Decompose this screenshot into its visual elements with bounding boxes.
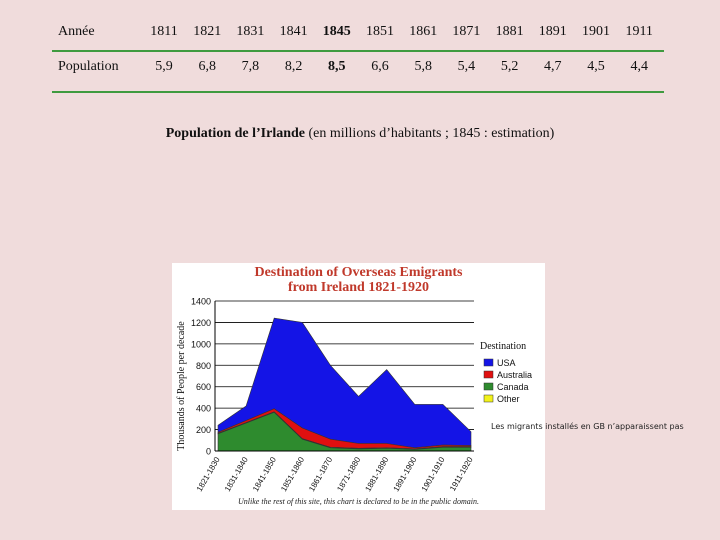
legend-label-usa: USA: [497, 358, 516, 368]
legend-swatch-australia: [483, 370, 494, 379]
population-cell: 8,2: [284, 59, 303, 74]
year-row: Année 1811 1821 1831 1841 1845 1851 1861 1871 18…: [52, 24, 664, 46]
table-rule-top: [52, 50, 664, 52]
x-tick-label: 1861-1870: [307, 455, 334, 493]
year-cell: 1861: [409, 24, 438, 39]
population-cell: 4,4: [630, 59, 648, 74]
population-cell: 4,5: [587, 59, 605, 74]
legend-label-other: Other: [497, 394, 520, 404]
legend-label-australia: Australia: [497, 370, 532, 380]
year-cell: 1811: [150, 24, 178, 39]
y-tick-label: 0: [206, 447, 211, 457]
y-tick-label: 1000: [191, 339, 211, 349]
chart-subtitle: from Ireland 1821-1920: [287, 280, 430, 295]
migrants-note: Les migrants installés en GB n’apparaiss…: [491, 422, 684, 431]
x-tick-label: 1831-1840: [223, 455, 250, 493]
y-axis-label: Thousands of People per decade: [176, 321, 187, 451]
x-tick-label: 1851-1860: [279, 455, 306, 493]
emigration-chart: 0 200 400 600 800 1000 1200 1400 1821-1830 1831-1…: [172, 263, 545, 510]
year-header: Année: [58, 24, 95, 39]
y-tick-label: 1200: [191, 318, 211, 328]
chart-svg: 0 200 400 600 800 1000 1200 1400 1821-1830 1831-1…: [176, 297, 532, 494]
y-tick-label: 600: [196, 382, 211, 392]
x-tick-label: 1841-1850: [251, 455, 278, 493]
chart-title: Destination of Overseas Emigrants: [254, 265, 463, 280]
population-cell: 5,2: [500, 59, 519, 74]
legend-swatch-other: [483, 394, 494, 403]
chart-footnote: Unlike the rest of this site, this chart…: [238, 497, 479, 506]
x-tick-label: 1891-1900: [392, 455, 419, 493]
legend-label-canada: Canada: [497, 382, 529, 392]
y-tick-label: 400: [196, 404, 211, 414]
legend-swatch-usa: [483, 358, 494, 367]
population-cell: 5,4: [457, 59, 476, 74]
year-cell: 1851: [366, 24, 394, 39]
year-cell: 1891: [538, 24, 567, 39]
y-tick-label: 1400: [191, 297, 211, 307]
x-tick-label: 1821-1830: [195, 455, 222, 493]
table-rule-bottom: [52, 91, 664, 93]
year-cell: 1871: [452, 24, 481, 39]
population-cell: 5,9: [155, 59, 173, 74]
population-header: Population: [58, 59, 119, 74]
year-cell: 1911: [625, 24, 653, 39]
population-cell: 4,7: [544, 59, 562, 74]
year-cell: 1881: [495, 24, 524, 39]
legend-title: Destination: [480, 341, 526, 352]
year-cell: 1831: [236, 24, 265, 39]
y-tick-label: 800: [196, 361, 211, 371]
year-cell: 1841: [279, 24, 308, 39]
year-cell: 1845: [322, 24, 351, 39]
y-tick-label: 200: [196, 425, 211, 435]
population-cell: 8,5: [328, 59, 346, 74]
year-cell: 1821: [193, 24, 222, 39]
x-tick-label: 1871-1880: [335, 455, 362, 493]
table-caption: Population de l’Irlande (en millions d’h…: [0, 126, 720, 142]
population-cell: 5,8: [414, 59, 432, 74]
population-cell: 7,8: [241, 59, 260, 74]
population-cell: 6,6: [371, 59, 389, 74]
caption-rest: (en millions d’habitants ; 1845 : estima…: [305, 126, 555, 141]
legend-swatch-canada: [483, 382, 494, 391]
x-tick-label: 1901-1910: [420, 455, 447, 493]
population-cell: 6,8: [198, 59, 216, 74]
chart-title-block: Destination of Overseas Emigrants from I…: [172, 265, 545, 295]
x-tick-label: 1881-1890: [363, 455, 390, 493]
x-tick-label: 1911-1920: [448, 455, 475, 493]
population-row: Population 5,9 6,8 7,8 8,2 8,5 6,6 5,8 5,4 5,2 4,…: [52, 59, 664, 81]
year-cell: 1901: [582, 24, 610, 39]
caption-bold: Population de l’Irlande: [165, 126, 305, 141]
